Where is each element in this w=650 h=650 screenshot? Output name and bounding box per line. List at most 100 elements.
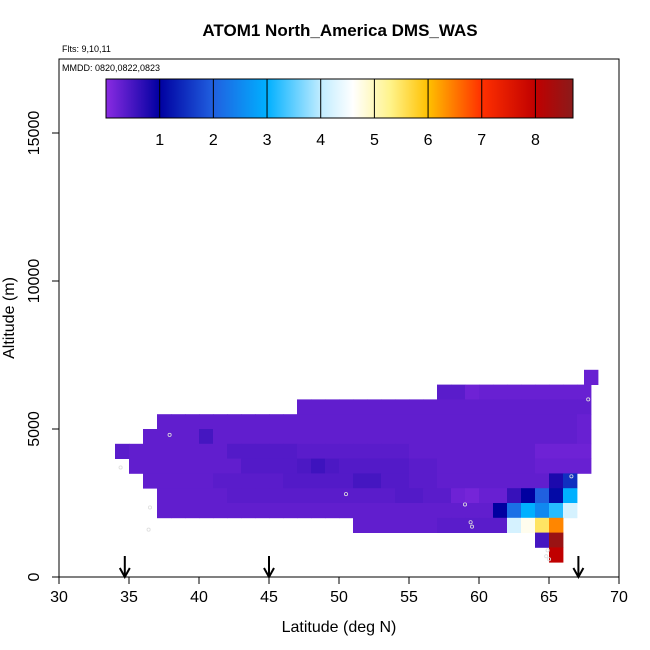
heatmap-cell — [353, 414, 368, 430]
heatmap-cell — [577, 384, 592, 400]
heatmap-cell — [143, 458, 158, 474]
heatmap-cell — [227, 458, 242, 474]
heatmap-cell — [185, 503, 200, 519]
heatmap-cell — [549, 517, 564, 533]
heatmap-cell — [451, 443, 466, 459]
heatmap-cell — [409, 443, 424, 459]
colorbar-tick-label: 8 — [531, 132, 540, 149]
x-tick-label: 55 — [400, 589, 418, 606]
heatmap-cell — [297, 458, 312, 474]
sample-point — [462, 502, 467, 507]
heatmap-cell — [451, 399, 466, 415]
heatmap-cell — [255, 429, 270, 445]
heatmap-cell — [199, 443, 214, 459]
heatmap-cell — [493, 414, 508, 430]
heatmap-cell — [409, 503, 424, 519]
heatmap-cell — [297, 414, 312, 430]
flight-arrows — [118, 556, 585, 580]
heatmap-cell — [227, 488, 242, 504]
heatmap-cell — [437, 458, 452, 474]
heatmap-cell — [115, 443, 130, 459]
heatmap-cell — [577, 414, 592, 430]
heatmap-cell — [493, 458, 508, 474]
heatmap-cell — [241, 414, 256, 430]
heatmap-cell — [507, 473, 522, 489]
heatmap-cell — [185, 443, 200, 459]
heatmap-cell — [507, 503, 522, 519]
heatmap-cell — [507, 399, 522, 415]
y-tick-label: 0 — [26, 572, 43, 581]
heatmap-cell — [479, 473, 494, 489]
heatmap-cell — [129, 458, 144, 474]
heatmap-cell — [325, 443, 340, 459]
heatmap-cell — [479, 517, 494, 533]
heatmap-cell — [479, 458, 494, 474]
heatmap-cell — [241, 443, 256, 459]
heatmap-cell — [227, 429, 242, 445]
heatmap-cell — [535, 517, 550, 533]
heatmap-cell — [325, 503, 340, 519]
heatmap-cell — [199, 488, 214, 504]
heatmap-cell — [521, 488, 536, 504]
heatmap-cell — [325, 429, 340, 445]
heatmap-cell — [409, 517, 424, 533]
heatmap-cell — [409, 429, 424, 445]
x-tick-label: 30 — [50, 589, 68, 606]
heatmap-cell — [311, 458, 326, 474]
heatmap-cell — [255, 443, 270, 459]
heatmap-cell — [507, 429, 522, 445]
heatmap-cell — [465, 473, 480, 489]
heatmap-cell — [493, 473, 508, 489]
heatmap-cell — [563, 458, 578, 474]
heatmap-cell — [395, 414, 410, 430]
colorbar-tick-label: 2 — [209, 132, 218, 149]
heatmap-cell — [129, 443, 144, 459]
y-tick-label: 5000 — [26, 411, 43, 447]
heatmap-cell — [465, 488, 480, 504]
heatmap-cell — [563, 503, 578, 519]
heatmap-cell — [507, 443, 522, 459]
sample-point — [545, 548, 550, 553]
x-tick-label: 70 — [610, 589, 628, 606]
sample-point — [343, 492, 348, 497]
y-tick-label: 15000 — [26, 111, 43, 156]
colorbar-tick-label: 3 — [263, 132, 272, 149]
heatmap-cell — [563, 429, 578, 445]
heatmap-cell — [409, 414, 424, 430]
x-tick-label: 35 — [120, 589, 138, 606]
heatmap-cell — [367, 517, 382, 533]
heatmap-cell — [227, 443, 242, 459]
heatmap-cell — [563, 443, 578, 459]
colorbar: 1 2 3 4 5 6 7 8 — [105, 78, 574, 149]
heatmap-cell — [311, 399, 326, 415]
heatmap-cell — [479, 399, 494, 415]
heatmap-cell — [535, 503, 550, 519]
heatmap-cell — [465, 443, 480, 459]
x-tick-label: 65 — [540, 589, 558, 606]
heatmap-cell — [535, 458, 550, 474]
x-tick-label: 50 — [330, 589, 348, 606]
heatmap-cell — [395, 399, 410, 415]
heatmap-cell — [451, 517, 466, 533]
heatmap-cell — [577, 429, 592, 445]
heatmap-cell — [353, 399, 368, 415]
heatmap-cell — [479, 503, 494, 519]
heatmap-cell — [451, 458, 466, 474]
heatmap-cell — [381, 473, 396, 489]
heatmap-cell — [535, 384, 550, 400]
heatmap-cell — [213, 429, 228, 445]
heatmap-cell — [465, 429, 480, 445]
heatmap-cell — [269, 488, 284, 504]
heatmap-cell — [549, 399, 564, 415]
heatmap-cell — [409, 399, 424, 415]
heatmap-cell — [157, 458, 172, 474]
heatmap-cell — [339, 399, 354, 415]
chart-title: ATOM1 North_America DMS_WAS — [202, 21, 477, 40]
heatmap-cell — [535, 399, 550, 415]
heatmap-cell — [507, 458, 522, 474]
x-tick-label: 60 — [470, 589, 488, 606]
heatmap-cell — [311, 488, 326, 504]
heatmap-cell — [395, 517, 410, 533]
heatmap-cell — [157, 414, 172, 430]
